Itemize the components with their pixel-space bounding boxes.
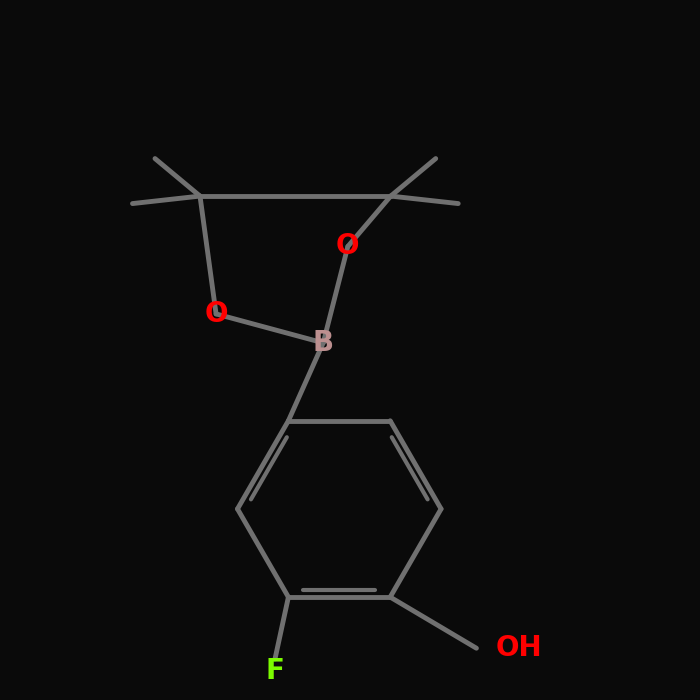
Text: O: O — [336, 232, 360, 260]
Text: OH: OH — [495, 634, 542, 662]
Text: F: F — [265, 657, 284, 685]
Text: O: O — [204, 300, 228, 328]
Text: B: B — [313, 329, 334, 357]
